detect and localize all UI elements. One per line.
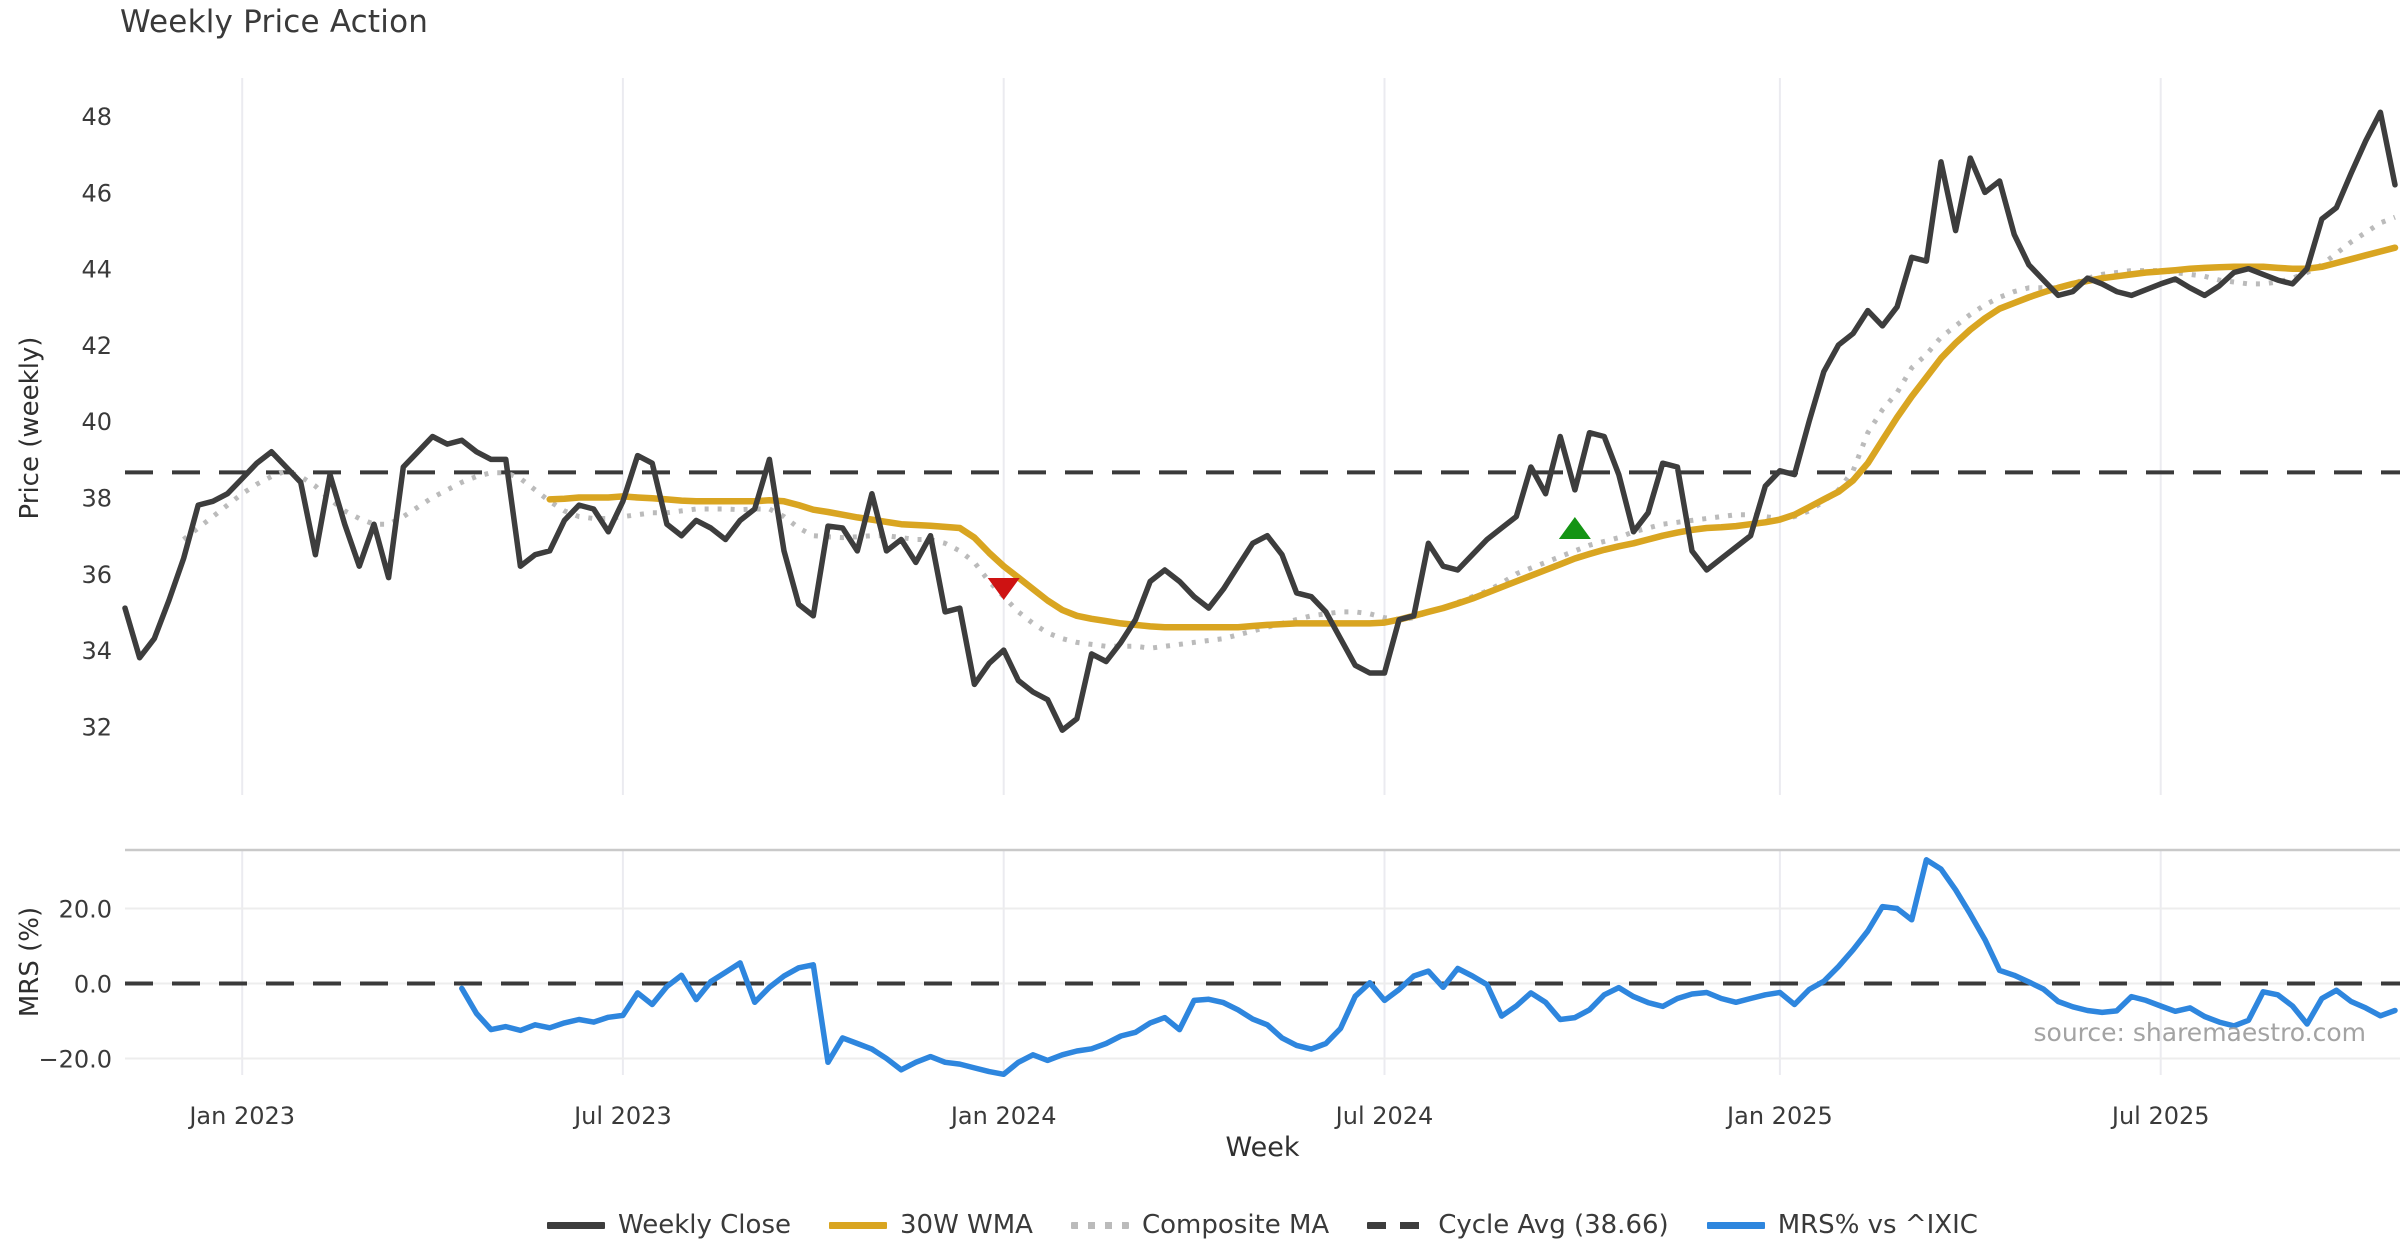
legend-label: Composite MA — [1141, 1210, 1330, 1240]
legend-swatch-dotted — [1070, 1221, 1129, 1229]
price-y-tick-label: 40 — [81, 408, 112, 436]
x-tick-label: Jan 2023 — [187, 1102, 295, 1130]
legend-item: Weekly Close — [547, 1210, 791, 1240]
mrs-y-axis-label: MRS (%) — [15, 907, 45, 1017]
buy-marker-icon — [1558, 517, 1591, 540]
legend-swatch-solid — [828, 1221, 887, 1229]
price-y-tick-label: 34 — [81, 637, 112, 665]
legend-swatch-solid — [547, 1221, 606, 1229]
x-axis-label: Week — [1225, 1132, 1300, 1163]
price-y-tick-label: 42 — [81, 332, 112, 360]
price-y-tick-label: 48 — [81, 103, 112, 131]
mrs-y-tick-label: 20.0 — [59, 896, 112, 924]
axis-tick-labels: Jan 2023 Jul 2023 Jan 2024 Jul 2024 Jan 2025… — [38, 103, 2209, 1130]
x-tick-label: Jan 2025 — [1725, 1102, 1833, 1130]
legend-swatch-dashed — [1367, 1221, 1426, 1229]
price-panel-gridlines — [241, 78, 2162, 795]
price-y-tick-label: 38 — [81, 485, 112, 513]
source-watermark: source: sharemaestro.com — [2033, 1018, 2367, 1047]
legend-item: MRS% vs ^IXIC — [1706, 1210, 1978, 1240]
mrs-panel — [125, 857, 2400, 1078]
price-y-axis-label: Price (weekly) — [15, 337, 45, 520]
legend-item: 30W WMA — [828, 1210, 1033, 1240]
legend-label: MRS% vs ^IXIC — [1777, 1210, 1978, 1240]
mrs-line — [459, 857, 2398, 1078]
price-y-tick-label: 36 — [81, 561, 112, 589]
sell-marker-icon — [987, 578, 1020, 601]
legend-item: Cycle Avg (38.66) — [1367, 1210, 1669, 1240]
price-y-tick-label: 46 — [81, 179, 112, 207]
price-panel — [122, 109, 2400, 733]
wma-line — [546, 244, 2399, 631]
price-y-tick-label: 44 — [81, 256, 112, 284]
price-y-tick-label: 32 — [81, 713, 112, 741]
legend: Weekly Close 30W WMA Composite MA Cycle Avg… — [125, 1210, 2400, 1240]
mrs-y-tick-label: 0.0 — [74, 971, 112, 999]
legend-label: 30W WMA — [899, 1210, 1033, 1240]
mrs-y-tick-label: −20.0 — [38, 1046, 112, 1074]
weekly-close-line — [122, 109, 2398, 733]
legend-label: Cycle Avg (38.66) — [1438, 1210, 1669, 1240]
x-tick-label: Jul 2025 — [2110, 1102, 2210, 1130]
legend-swatch-solid — [1706, 1221, 1765, 1229]
legend-item: Composite MA — [1070, 1210, 1330, 1240]
x-tick-label: Jul 2023 — [572, 1102, 672, 1130]
legend-label: Weekly Close — [618, 1210, 791, 1240]
composite-ma-line — [182, 214, 2396, 651]
x-tick-label: Jul 2024 — [1334, 1102, 1434, 1130]
chart-title: Weekly Price Action — [120, 4, 429, 40]
x-tick-label: Jan 2024 — [949, 1102, 1057, 1130]
